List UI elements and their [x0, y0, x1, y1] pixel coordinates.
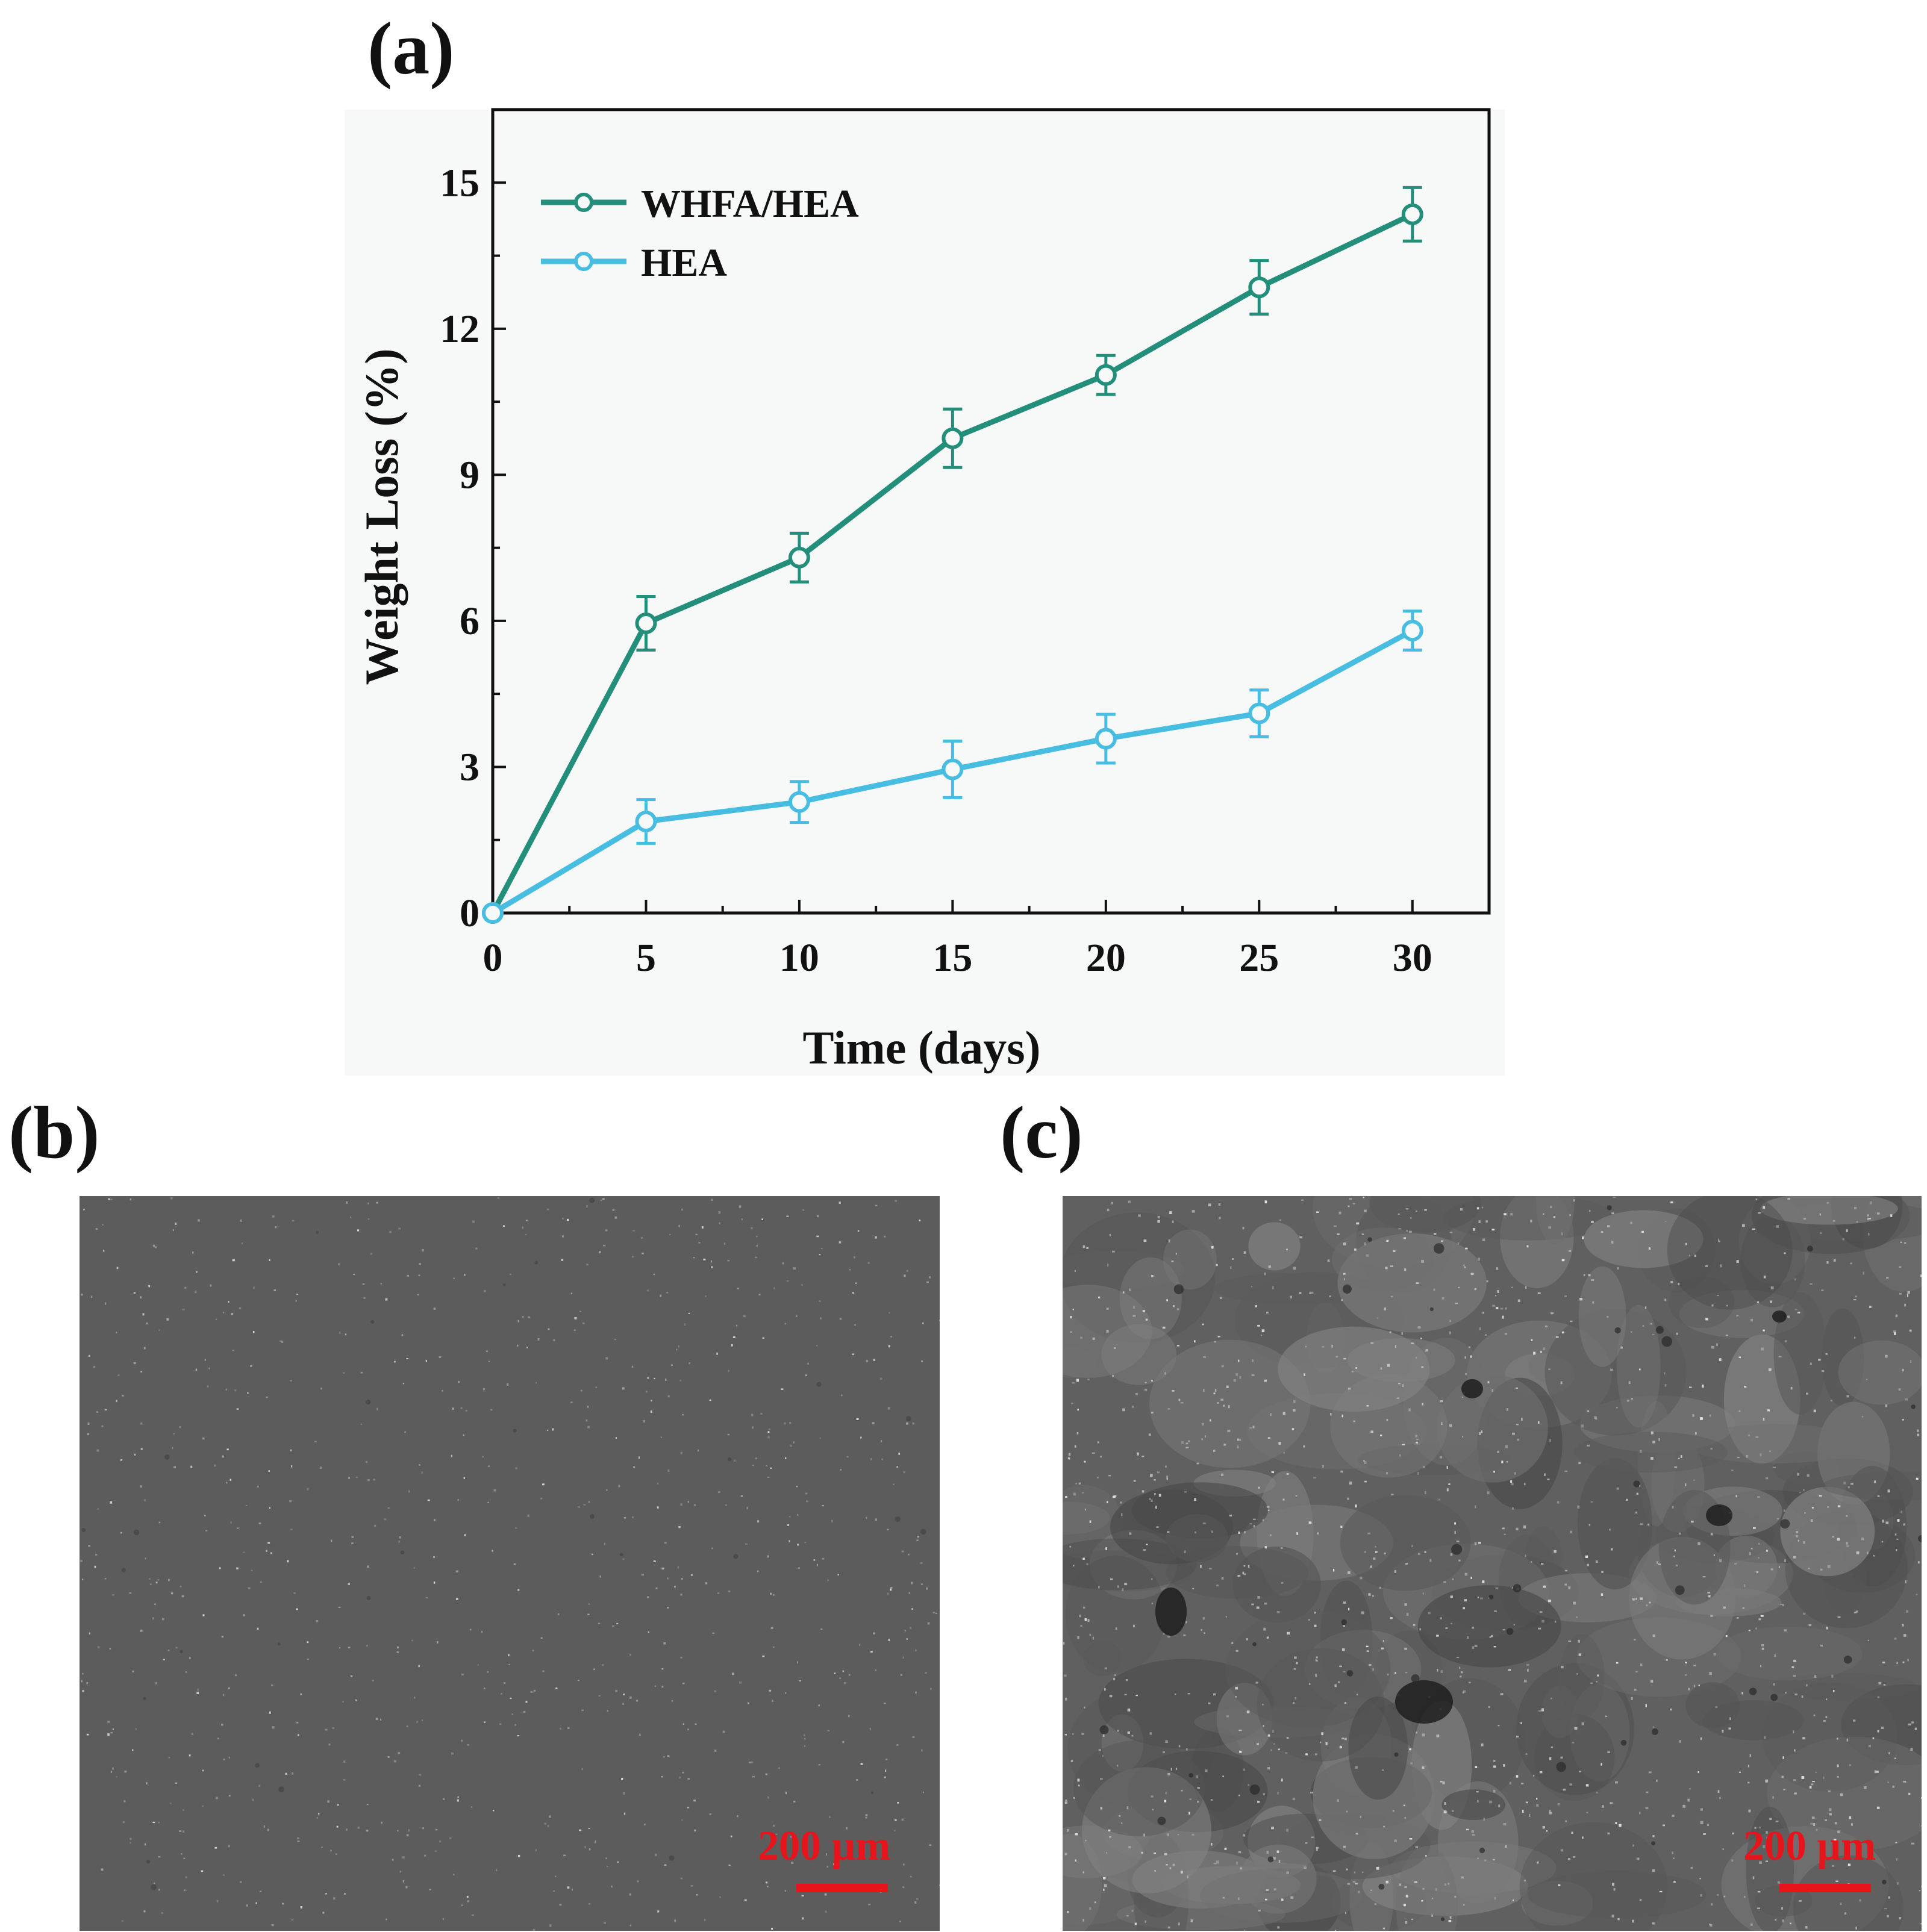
y-tick-label: 9: [460, 453, 479, 497]
micrograph-b: 200 μm: [80, 1196, 940, 1931]
legend-label: WHFA/HEA: [641, 182, 859, 226]
data-point: [1095, 364, 1117, 386]
scale-bar-label-b: 200 μm: [758, 1823, 891, 1869]
scale-bar-b: [796, 1884, 888, 1892]
y-tick-label: 15: [440, 161, 479, 205]
y-tick-label: 6: [460, 599, 479, 643]
chart-background: [345, 110, 1505, 1076]
legend-label: HEA: [641, 241, 727, 285]
y-tick-label: 12: [440, 307, 479, 351]
x-axis-title: Time (days): [802, 1021, 1040, 1074]
panel-label-a: (a): [367, 7, 455, 90]
x-tick-label: 30: [1393, 936, 1432, 980]
x-tick-label: 0: [483, 936, 503, 980]
panel-label-c: (c): [1000, 1091, 1083, 1174]
data-point: [788, 791, 810, 813]
scale-bar-label-c: 200 μm: [1743, 1823, 1876, 1869]
data-point: [482, 902, 504, 924]
data-point: [942, 758, 964, 781]
x-tick-label: 15: [932, 936, 972, 980]
weight-loss-chart: 0 5 10 15 20 25 30 0 3 6 9 12 15 WHFA/HEA HEA Time (d…: [345, 108, 1505, 1076]
x-tick-label: 25: [1239, 936, 1279, 980]
data-point: [635, 811, 657, 833]
data-point: [788, 546, 810, 569]
scale-bar-c: [1779, 1884, 1871, 1892]
data-point: [1401, 620, 1423, 642]
y-tick-label: 0: [460, 891, 479, 935]
data-point: [1248, 702, 1270, 724]
legend-swatch-marker: [574, 193, 593, 212]
series-hea: [482, 609, 1423, 924]
plot-frame: [491, 108, 1491, 915]
legend-swatch-marker: [574, 252, 593, 271]
micrograph-c: 200 μm: [1063, 1196, 1922, 1931]
y-axis-title: Weight Loss (%): [355, 348, 408, 685]
x-tick-label: 20: [1086, 936, 1126, 980]
data-point: [1095, 728, 1117, 750]
panel-label-b: (b): [8, 1091, 100, 1174]
data-point: [1248, 276, 1270, 299]
x-tick-label: 10: [779, 936, 819, 980]
x-tick-label: 5: [636, 936, 656, 980]
data-point: [1401, 203, 1423, 225]
series-whfa-hea: [482, 185, 1423, 924]
y-tick-label: 3: [460, 745, 479, 789]
data-point: [635, 612, 657, 634]
data-point: [942, 427, 964, 449]
